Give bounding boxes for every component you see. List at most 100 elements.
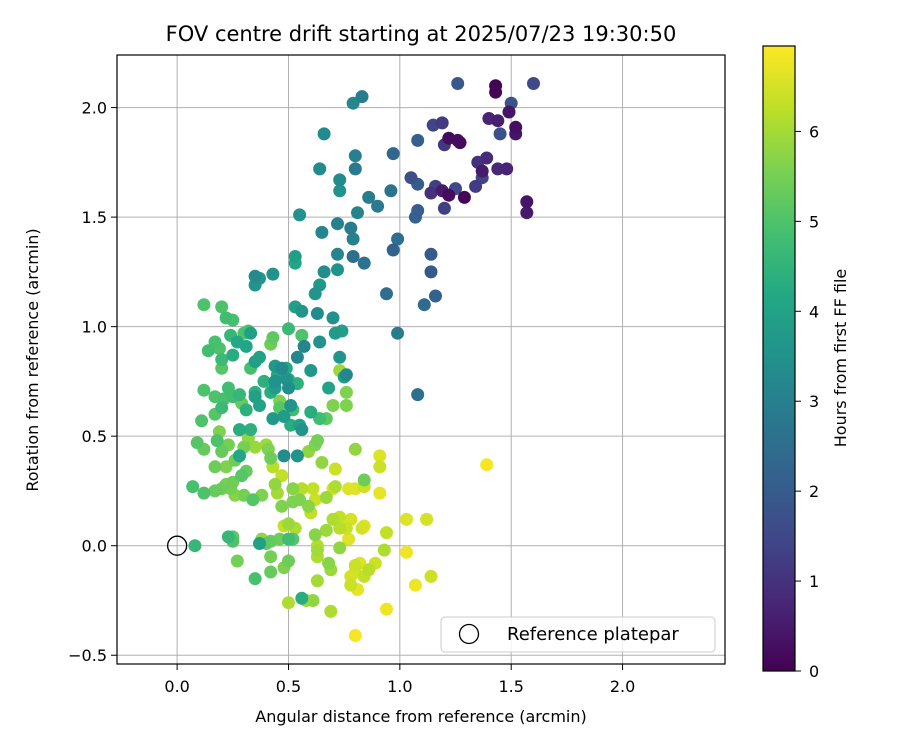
data-point: [442, 188, 456, 202]
data-point: [195, 414, 209, 428]
data-point: [268, 374, 282, 388]
data-point: [346, 232, 360, 246]
data-point: [475, 164, 489, 178]
data-point: [226, 475, 240, 489]
data-point: [210, 434, 224, 448]
data-point: [469, 179, 483, 193]
data-point: [520, 206, 534, 220]
data-point: [411, 133, 425, 147]
data-point: [429, 289, 442, 303]
data-point: [333, 173, 347, 187]
data-point: [284, 399, 298, 412]
legend-label-reference: Reference platepar: [507, 624, 679, 645]
y-tick-label: 0.0: [82, 537, 107, 556]
data-point: [310, 434, 324, 448]
data-point: [348, 558, 362, 572]
data-point: [400, 512, 413, 526]
data-points: [166, 77, 540, 642]
data-point: [282, 532, 295, 546]
x-tick-label: 1.0: [387, 677, 412, 696]
data-point: [248, 269, 262, 283]
data-point: [306, 482, 320, 496]
data-point: [315, 225, 329, 239]
colorbar-label: Hours from first FF file: [831, 269, 850, 448]
data-point: [197, 298, 211, 312]
data-point: [326, 399, 340, 412]
data-point: [295, 482, 309, 496]
data-point: [362, 563, 376, 577]
data-point: [275, 499, 289, 513]
colorbar-frame: [762, 45, 796, 672]
data-point: [282, 322, 295, 336]
data-point: [215, 300, 229, 314]
data-point: [290, 350, 304, 364]
colorbar: 0 1 2 3 4 5 6 Hours from first FF file: [762, 45, 850, 681]
data-point: [282, 381, 295, 395]
data-point: [317, 265, 331, 279]
data-point: [339, 399, 353, 412]
axis-ticks: 0.0 0.5 1.0 1.5 2.0 −0.5 0.0 0.5 1.0 1.5 2.0: [68, 99, 635, 696]
data-point: [451, 77, 465, 90]
data-point: [304, 405, 318, 419]
data-point: [442, 131, 456, 145]
data-point: [346, 96, 360, 110]
data-point: [328, 326, 342, 340]
data-point: [293, 493, 307, 507]
data-point: [322, 556, 336, 570]
data-point: [400, 545, 413, 559]
data-point: [248, 572, 262, 586]
data-point: [239, 403, 253, 417]
data-point: [408, 578, 422, 592]
grid: [117, 55, 725, 664]
data-point: [344, 221, 358, 235]
data-point: [306, 594, 320, 607]
data-point: [295, 304, 309, 318]
data-point: [480, 151, 494, 165]
x-tick-label: 0.0: [164, 677, 189, 696]
data-point: [233, 449, 246, 463]
data-point: [319, 491, 333, 504]
data-point: [246, 493, 260, 507]
data-point: [313, 162, 327, 176]
data-point: [362, 190, 376, 204]
colorbar-tick-label: 0: [809, 662, 819, 681]
y-tick-label: 1.0: [82, 318, 107, 337]
data-point: [333, 350, 347, 364]
data-point: [244, 423, 258, 437]
data-point: [221, 530, 235, 544]
data-point: [290, 449, 304, 463]
data-point: [391, 232, 405, 246]
data-point: [233, 423, 246, 437]
data-point: [215, 353, 229, 366]
y-tick-label: 1.5: [82, 208, 107, 227]
data-point: [411, 388, 425, 402]
colorbar-tick-label: 2: [809, 482, 819, 501]
data-point: [310, 543, 324, 557]
colorbar-gradient: [763, 46, 795, 671]
data-point: [339, 385, 353, 399]
data-point: [310, 574, 324, 588]
data-point: [380, 602, 393, 616]
data-point: [201, 344, 215, 358]
data-point: [208, 484, 222, 498]
data-point: [435, 116, 449, 130]
data-point: [264, 565, 278, 579]
data-point: [493, 127, 507, 141]
data-point: [295, 591, 309, 605]
data-point: [197, 383, 211, 397]
data-point: [235, 469, 249, 483]
data-point: [230, 554, 244, 568]
data-point: [491, 162, 505, 176]
data-point: [282, 554, 295, 568]
data-point: [384, 184, 398, 198]
data-point: [277, 410, 291, 423]
data-point: [275, 469, 289, 483]
data-point: [190, 436, 204, 450]
data-point: [424, 247, 438, 261]
data-point: [331, 247, 344, 261]
data-point: [386, 243, 400, 257]
colorbar-ticks: 0 1 2 3 4 5 6: [795, 122, 819, 681]
data-point: [328, 462, 342, 476]
data-point: [331, 217, 344, 231]
data-point: [344, 578, 358, 592]
